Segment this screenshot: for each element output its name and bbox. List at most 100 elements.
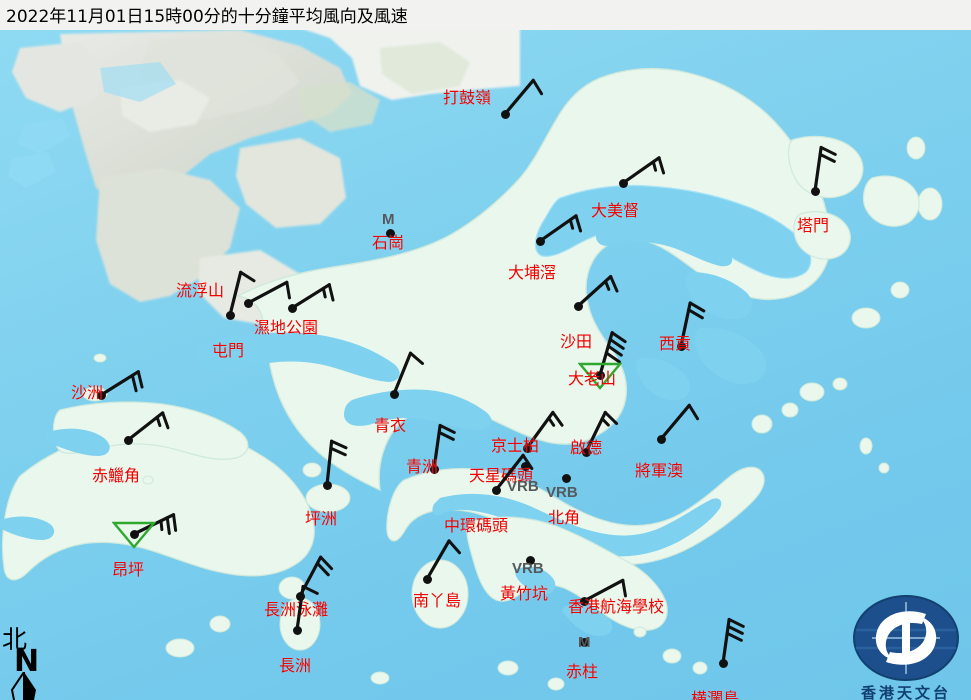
station-name-label: 啟德 [570,438,603,457]
station-status-label: VRB [507,478,539,495]
station-name-label: 青洲 [406,457,439,476]
station-dot [491,485,501,495]
wind-barb-icon [494,453,534,492]
logo-text-cn: 香港天文台 [860,684,951,700]
wind-barb-icon [813,145,837,193]
station-name-label: 中環碼頭 [444,516,509,535]
station-dot [579,596,589,606]
station-name-label: 長洲 [279,656,312,675]
station-name-label: 京士柏 [491,436,540,455]
station-dot [129,529,139,539]
station-name-label: 長洲泳灘 [264,600,329,619]
gust-marker-icon [578,362,622,390]
wind-barb-icon [582,578,627,603]
station-name-label: 沙田 [560,332,593,351]
station-dot [561,473,571,483]
wind-barb-icon [290,283,335,310]
station-name-label: 坪洲 [305,509,338,528]
station-dot [579,637,589,647]
station-name-label: 濕地公園 [254,318,319,337]
compass-rose: 北 N [2,620,58,700]
wind-barb-icon [99,370,144,397]
station-dot [429,464,439,474]
wind-barb-icon [598,331,627,377]
station-dot [500,109,510,119]
wind-barb-icon [126,411,170,442]
wind-barb-icon [721,617,745,665]
station-dot [535,236,545,246]
station-status-label: VRB [546,484,578,501]
wind-barb-icon [621,156,666,185]
station-dot [522,443,532,453]
station-name-label: 西貢 [659,334,692,353]
station-name-label: 昂坪 [112,560,145,579]
gust-marker-icon [112,521,156,549]
station-dot [322,480,332,490]
station-name-label: 赤柱 [566,662,599,681]
station-name-label: 石崗 [372,233,405,252]
hk-landmass [195,67,832,492]
station-dot [676,341,686,351]
station-dot [292,625,302,635]
wind-barb-icon [503,78,544,116]
wind-barb-icon [538,214,583,243]
station-name-label: 塔門 [797,216,830,235]
station-name-label: 横瀾島 [691,689,740,700]
station-dot [656,434,666,444]
wind-barb-icon [432,423,456,471]
station-name-label: 流浮山 [176,281,225,300]
station-name-label: 天星碼頭 [469,466,534,485]
station-name-label: 青衣 [374,416,407,435]
station-name-label: 打鼓嶺 [443,88,492,107]
station-dot [525,555,535,565]
station-name-label: 香港航海學校 [568,597,665,616]
station-dot [810,186,820,196]
wind-barb-icon [425,539,461,581]
station-dot [422,574,432,584]
map-canvas[interactable]: 打鼓嶺 流浮山 濕地公園 石崗 M 大美督 塔門 大埔滘 沙田 西貢 大老山 屯門 沙洲 赤鱲角 昂坪 青衣坪… [0,28,971,700]
station-name-label: 將軍澳 [635,461,684,480]
ne-islands [787,135,920,260]
station-name-label: 黃竹坑 [500,584,549,603]
wind-barb-icon [392,351,425,396]
station-name-label: 大老山 [568,369,617,388]
station-name-label: 北角 [548,508,581,527]
wind-barb-icon [576,274,619,308]
station-name-label: 大美督 [591,201,640,220]
station-dot [573,301,583,311]
station-dot [295,591,305,601]
observatory-emblem-icon [853,595,959,681]
wind-barb-icon [295,584,319,632]
station-status-label: M [578,634,591,651]
station-dot [520,461,530,471]
title-bar: 2022年11月01日15時00分的十分鐘平均風向及風速 [0,0,971,30]
compass-label-en: N [14,644,40,679]
station-dot [225,310,235,320]
station-dot [595,370,605,380]
page-title: 2022年11月01日15時00分的十分鐘平均風向及風速 [6,7,408,27]
station-dot [581,447,591,457]
lantau-island [0,401,315,581]
station-dot [385,228,395,238]
station-dot [618,178,628,188]
kowloon-hk-island [386,466,765,636]
wind-barb-icon [679,301,706,348]
station-dot [96,390,106,400]
station-dot [243,298,253,308]
station-name-label: 沙洲 [71,383,104,402]
wind-barb-icon [246,280,291,305]
station-status-label: VRB [512,560,544,577]
station-dot [718,658,728,668]
station-name-label: 南丫島 [413,591,462,610]
coastline-layer [0,28,943,691]
station-dot [123,435,133,445]
wind-barb-icon [525,410,564,450]
station-dot [287,303,297,313]
wind-barb-icon [659,403,700,441]
compass-label-cn: 北 [2,625,28,654]
station-status-label: M [382,211,395,228]
wind-barb-icon [228,270,256,317]
hko-logo: 香港天文台 HONG KONG OBSERVATORY [842,594,970,700]
compass-needle-icon [10,672,36,700]
